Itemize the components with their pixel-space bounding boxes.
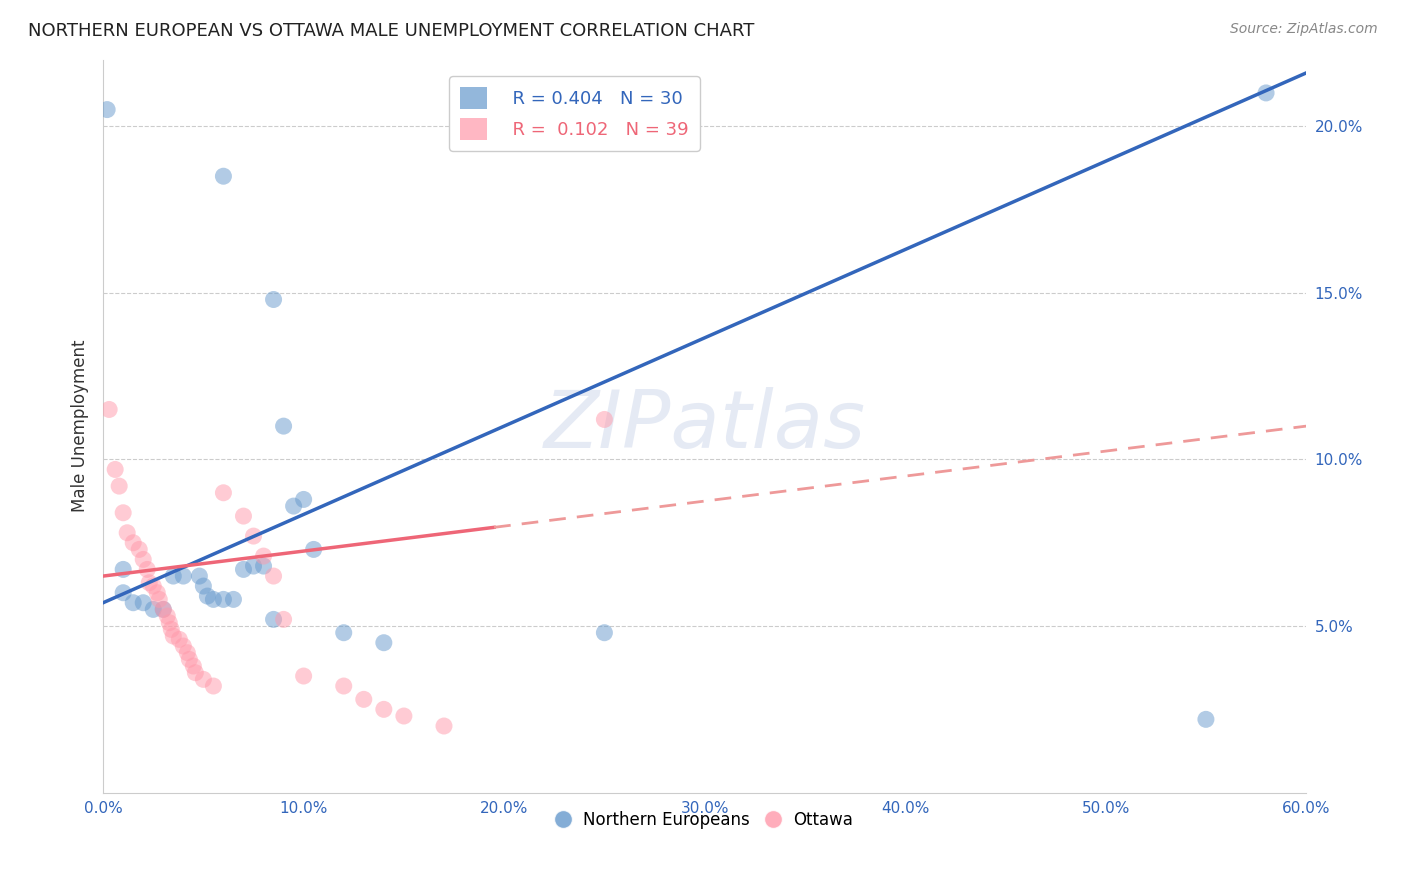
Point <box>212 592 235 607</box>
Point <box>392 709 415 723</box>
Point <box>222 592 245 607</box>
Point <box>112 585 135 599</box>
Point <box>373 702 395 716</box>
Point <box>202 679 225 693</box>
Point <box>96 103 118 117</box>
Point <box>108 479 131 493</box>
Point <box>184 665 207 680</box>
Point <box>292 669 315 683</box>
Point <box>146 585 169 599</box>
Point <box>122 596 145 610</box>
Point <box>292 492 315 507</box>
Point <box>273 612 295 626</box>
Point <box>212 485 235 500</box>
Point <box>193 579 215 593</box>
Point <box>332 625 354 640</box>
Point <box>183 659 205 673</box>
Point <box>179 652 201 666</box>
Point <box>152 602 174 616</box>
Point <box>128 542 150 557</box>
Point <box>302 542 325 557</box>
Point <box>263 569 285 583</box>
Point <box>193 673 215 687</box>
Point <box>169 632 191 647</box>
Point <box>232 562 254 576</box>
Point <box>142 602 165 616</box>
Point <box>202 592 225 607</box>
Point <box>433 719 456 733</box>
Point <box>132 596 155 610</box>
Point <box>142 579 165 593</box>
Point <box>162 569 184 583</box>
Point <box>263 293 285 307</box>
Point <box>138 575 160 590</box>
Point <box>273 419 295 434</box>
Text: NORTHERN EUROPEAN VS OTTAWA MALE UNEMPLOYMENT CORRELATION CHART: NORTHERN EUROPEAN VS OTTAWA MALE UNEMPLO… <box>28 22 755 40</box>
Point <box>232 509 254 524</box>
Point <box>188 569 211 583</box>
Point <box>242 529 264 543</box>
Point <box>197 589 219 603</box>
Point <box>162 629 184 643</box>
Point <box>160 623 183 637</box>
Point <box>172 639 194 653</box>
Point <box>252 559 274 574</box>
Point <box>132 552 155 566</box>
Point <box>98 402 121 417</box>
Point <box>593 625 616 640</box>
Point <box>242 559 264 574</box>
Text: ZIPatlas: ZIPatlas <box>544 387 866 465</box>
Point <box>157 615 180 630</box>
Point <box>593 412 616 426</box>
Point <box>176 646 198 660</box>
Point <box>353 692 375 706</box>
Point <box>283 499 305 513</box>
Point <box>252 549 274 563</box>
Point <box>263 612 285 626</box>
Point <box>1195 712 1218 726</box>
Point <box>373 636 395 650</box>
Text: Source: ZipAtlas.com: Source: ZipAtlas.com <box>1230 22 1378 37</box>
Point <box>112 562 135 576</box>
Y-axis label: Male Unemployment: Male Unemployment <box>72 340 89 512</box>
Point <box>148 592 170 607</box>
Point <box>104 462 127 476</box>
Point <box>112 506 135 520</box>
Legend: Northern Europeans, Ottawa: Northern Europeans, Ottawa <box>550 805 859 836</box>
Point <box>172 569 194 583</box>
Point <box>1254 86 1277 100</box>
Point <box>156 609 179 624</box>
Point <box>136 562 159 576</box>
Point <box>212 169 235 184</box>
Point <box>152 602 174 616</box>
Point <box>332 679 354 693</box>
Point <box>122 535 145 549</box>
Point <box>115 525 138 540</box>
